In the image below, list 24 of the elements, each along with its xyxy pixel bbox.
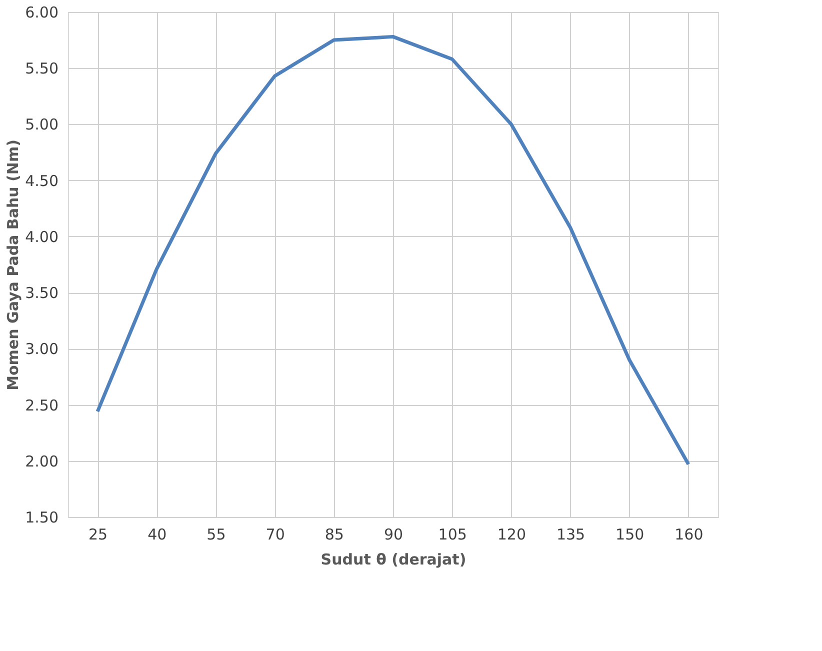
x-tick-label: 90 — [384, 526, 404, 544]
y-tick-label: 4.00 — [25, 228, 58, 246]
x-tick-label: 120 — [497, 526, 526, 544]
y-tick-label: 3.00 — [25, 340, 58, 358]
x-tick-label: 70 — [266, 526, 285, 544]
x-tick-label: 160 — [674, 526, 704, 544]
y-tick-label: 2.50 — [25, 396, 58, 414]
x-tick-label: 135 — [556, 526, 586, 544]
y-tick-label: 5.00 — [25, 116, 58, 134]
y-tick-label: 2.00 — [25, 452, 58, 470]
x-axis-title: Sudut θ (derajat) — [320, 550, 466, 568]
x-tick-label: 25 — [88, 526, 108, 544]
y-tick-label: 6.00 — [25, 4, 58, 22]
y-tick-label: 4.50 — [25, 172, 58, 190]
x-tick-label: 150 — [616, 526, 644, 544]
y-tick-label: 5.50 — [25, 60, 58, 78]
y-axis-title: Momen Gaya Pada Bahu (Nm) — [4, 140, 22, 390]
y-tick-label: 3.50 — [25, 284, 58, 302]
x-tick-label: 55 — [206, 526, 226, 544]
x-tick-label: 40 — [148, 526, 167, 544]
line-series — [96, 34, 690, 466]
y-tick-label: 1.50 — [25, 508, 58, 526]
x-tick-label: 85 — [324, 526, 344, 544]
x-tick-label: 105 — [438, 526, 467, 544]
